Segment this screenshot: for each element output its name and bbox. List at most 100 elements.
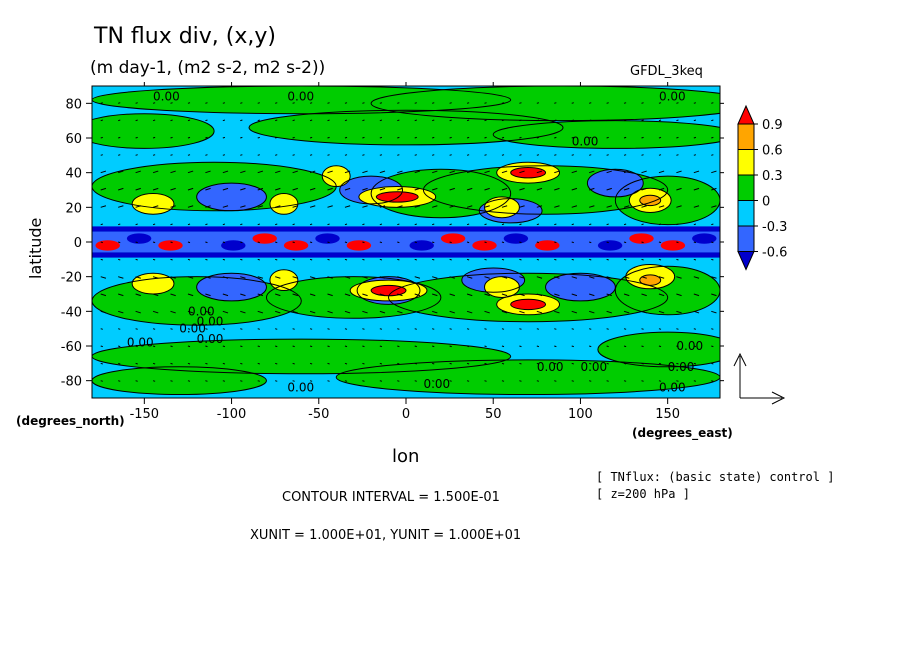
- y-tick-label: -20: [61, 271, 82, 286]
- flux-vector: [589, 276, 595, 279]
- flux-vector: [152, 187, 159, 191]
- flux-vector: [205, 276, 211, 279]
- equatorial-cell: [629, 233, 654, 244]
- contour-line: [545, 272, 616, 302]
- flux-vector: [501, 345, 505, 348]
- flux-vector: [397, 136, 400, 139]
- flux-vector: [536, 154, 540, 156]
- flux-vector: [222, 276, 229, 279]
- contour-line: [269, 269, 299, 292]
- flux-vector: [571, 293, 578, 297]
- flux-vector: [118, 276, 124, 279]
- flux-vector: [501, 119, 505, 122]
- flux-vector: [658, 170, 665, 174]
- flux-vector: [379, 170, 386, 174]
- contour-label: 0.00: [197, 332, 224, 346]
- flux-vector: [240, 362, 243, 365]
- flux-vector: [432, 241, 435, 244]
- x-unit-label: (degrees_east): [632, 426, 733, 440]
- flux-vector: [344, 258, 348, 261]
- flux-vector: [623, 310, 630, 314]
- flux-vector: [449, 102, 452, 104]
- flux-vector: [571, 102, 574, 104]
- flux-vector: [676, 102, 679, 104]
- equatorial-cell: [252, 233, 277, 244]
- flux-vector: [484, 258, 487, 261]
- flux-vector: [187, 154, 191, 156]
- flux-vector: [205, 223, 208, 226]
- flux-vector: [187, 345, 191, 348]
- equatorial-cell: [189, 233, 215, 244]
- colorbar-segment: [737, 225, 755, 252]
- contour-line: [614, 265, 720, 316]
- flux-vector: [118, 223, 121, 226]
- contour-label: 0.00: [572, 134, 599, 148]
- flux-vector: [240, 119, 243, 122]
- y-tick-label: -60: [61, 340, 82, 355]
- flux-vector: [536, 136, 540, 139]
- flux-vector: [711, 293, 717, 297]
- contour-line: [131, 192, 175, 215]
- flux-vector: [362, 380, 365, 382]
- contour-region: [510, 299, 546, 310]
- flux-vector: [187, 293, 194, 297]
- flux-vector: [222, 205, 229, 208]
- flux-vector: [309, 258, 313, 261]
- flux-vector: [292, 258, 295, 261]
- flux-vector: [711, 102, 714, 104]
- flux-vector: [275, 328, 278, 330]
- flux-vector: [170, 102, 173, 104]
- flux-vector: [711, 136, 714, 139]
- flux-vector: [641, 362, 644, 365]
- flux-vector: [519, 136, 522, 139]
- flux-vector: [257, 310, 264, 314]
- flux-vector: [536, 258, 540, 261]
- flux-vector: [170, 276, 176, 279]
- colorbar-label: 0.9: [762, 118, 783, 133]
- flux-vector: [292, 293, 298, 297]
- flux-vector: [711, 362, 714, 365]
- flux-vector: [676, 187, 682, 191]
- flux-vector: [327, 154, 330, 156]
- flux-vector: [676, 205, 682, 208]
- flux-vector: [222, 170, 229, 174]
- equatorial-cell: [692, 233, 717, 244]
- flux-vector: [711, 241, 714, 244]
- equatorial-cell: [378, 233, 403, 244]
- flux-vector: [292, 154, 295, 156]
- flux-vector: [327, 102, 330, 104]
- flux-vector: [118, 154, 121, 156]
- flux-vector: [309, 154, 313, 156]
- flux-vector: [432, 293, 438, 297]
- flux-vector: [484, 362, 487, 365]
- flux-vector: [606, 310, 612, 314]
- flux-vector: [327, 258, 330, 261]
- flux-vector: [623, 258, 627, 261]
- flux-vector: [606, 276, 612, 279]
- flux-vector: [257, 223, 260, 226]
- flux-vector: [641, 345, 644, 348]
- flux-vector: [170, 328, 173, 330]
- flux-vector: [466, 293, 473, 297]
- flux-vector: [658, 136, 662, 139]
- colorbar-segment: [737, 123, 755, 150]
- flux-vector: [362, 328, 365, 330]
- contour-region: [336, 359, 720, 395]
- flux-vector: [152, 154, 156, 156]
- flux-vector: [693, 258, 697, 261]
- flux-vector: [344, 362, 348, 365]
- flux-vector: [257, 119, 260, 122]
- flux-vector: [449, 276, 455, 279]
- flux-vector: [362, 362, 365, 365]
- flux-vector: [519, 345, 522, 348]
- flux-vector: [152, 310, 159, 314]
- flux-vector: [501, 154, 505, 156]
- flux-vector: [693, 187, 700, 191]
- contour-label: 0.00: [580, 360, 607, 374]
- flux-vector: [309, 102, 313, 104]
- flux-vector: [152, 205, 159, 208]
- flux-vector: [414, 136, 417, 139]
- flux-vector: [676, 345, 679, 348]
- contour-line: [349, 279, 428, 302]
- flux-vector: [309, 241, 313, 244]
